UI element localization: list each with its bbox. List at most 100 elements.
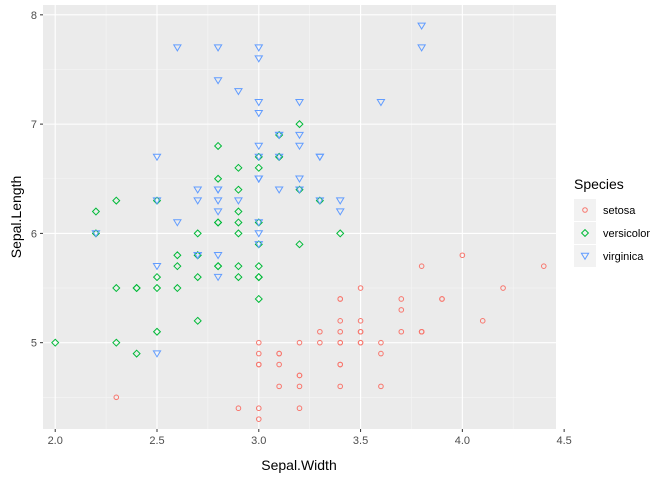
point-virginica <box>254 175 264 183</box>
point-versicolor <box>193 229 202 238</box>
point-versicolor <box>112 283 121 293</box>
legend-key-box <box>574 199 596 221</box>
point-versicolor <box>254 262 263 271</box>
point-versicolor <box>91 207 101 216</box>
y-tick-label: 8 <box>31 10 37 22</box>
point-virginica <box>254 99 264 107</box>
point-setosa <box>357 318 364 324</box>
point-virginica <box>172 219 182 227</box>
point-setosa <box>479 318 486 324</box>
point-virginica <box>152 262 162 271</box>
legend-label-versicolor: versicolor <box>603 228 650 240</box>
point-versicolor <box>51 338 60 347</box>
point-setosa <box>357 339 364 346</box>
point-setosa <box>276 350 282 357</box>
point-setosa <box>337 296 344 302</box>
legend: Species setosa versicolor virginica <box>574 176 650 267</box>
plot-panel <box>43 5 556 429</box>
point-virginica <box>254 109 264 118</box>
legend-item-virginica: virginica <box>574 245 644 267</box>
point-setosa <box>357 328 364 335</box>
point-virginica <box>335 208 345 216</box>
point-versicolor <box>193 316 202 325</box>
point-versicolor <box>152 283 162 293</box>
point-setosa <box>540 263 547 269</box>
point-setosa <box>337 318 344 324</box>
point-setosa <box>255 405 262 412</box>
point-setosa <box>255 416 262 422</box>
point-versicolor <box>152 327 162 336</box>
x-tick-label: 3.0 <box>251 435 266 447</box>
point-virginica <box>295 186 304 194</box>
point-virginica <box>274 153 284 162</box>
point-virginica <box>193 252 203 260</box>
point-virginica <box>152 350 162 358</box>
point-setosa <box>255 361 262 368</box>
point-setosa <box>418 328 425 335</box>
point-versicolor <box>234 262 243 271</box>
point-virginica <box>152 153 162 162</box>
data-points <box>51 22 547 422</box>
point-virginica <box>376 99 386 107</box>
legend-key-versicolor <box>580 228 590 238</box>
x-axis-ticks: 2.0 2.5 3.0 3.5 4.0 4.5 <box>48 429 572 447</box>
legend-key-box <box>574 245 596 267</box>
point-virginica <box>233 197 243 205</box>
legend-item-versicolor: versicolor <box>574 222 650 244</box>
point-setosa <box>317 339 323 346</box>
point-versicolor <box>234 207 243 216</box>
point-versicolor <box>234 229 243 238</box>
point-versicolor <box>295 120 304 129</box>
point-setosa <box>398 307 405 313</box>
point-versicolor <box>173 262 182 271</box>
point-virginica <box>254 55 264 63</box>
point-setosa <box>296 405 303 412</box>
point-setosa <box>378 339 384 346</box>
point-versicolor <box>234 218 243 227</box>
point-virginica <box>295 175 304 183</box>
point-virginica <box>91 230 101 238</box>
x-tick-label: 2.0 <box>48 435 63 447</box>
point-setosa <box>337 383 344 390</box>
legend-key-virginica <box>580 252 590 261</box>
series-setosa <box>113 252 547 422</box>
point-virginica <box>213 273 223 282</box>
point-setosa <box>296 372 303 379</box>
y-tick-label: 5 <box>31 338 37 350</box>
point-virginica <box>295 99 304 107</box>
point-virginica <box>213 77 223 85</box>
point-versicolor <box>152 272 162 282</box>
point-virginica <box>295 131 304 140</box>
x-tick-label: 4.0 <box>455 435 470 447</box>
point-versicolor <box>112 196 121 205</box>
point-setosa <box>255 339 262 346</box>
point-versicolor <box>234 163 243 172</box>
point-virginica <box>254 44 264 52</box>
point-versicolor <box>336 229 345 238</box>
point-virginica <box>233 88 243 96</box>
point-setosa <box>276 383 282 390</box>
point-virginica <box>193 197 203 205</box>
point-versicolor <box>295 240 304 249</box>
x-axis-title: Sepal.Width <box>261 457 336 473</box>
point-virginica <box>254 241 264 249</box>
point-virginica <box>213 208 223 216</box>
point-setosa <box>439 296 445 302</box>
point-virginica <box>213 186 223 194</box>
point-setosa <box>357 285 364 291</box>
x-tick-label: 2.5 <box>149 435 164 447</box>
point-virginica <box>417 22 427 30</box>
point-setosa <box>337 339 344 346</box>
legend-label-virginica: virginica <box>603 251 644 263</box>
point-versicolor <box>132 349 141 358</box>
point-versicolor <box>213 218 223 227</box>
point-setosa <box>296 339 303 346</box>
point-setosa <box>500 285 506 291</box>
point-virginica <box>213 197 223 205</box>
point-setosa <box>317 328 323 335</box>
point-virginica <box>254 230 264 238</box>
point-setosa <box>378 350 384 357</box>
point-versicolor <box>193 272 202 282</box>
point-setosa <box>378 383 384 390</box>
